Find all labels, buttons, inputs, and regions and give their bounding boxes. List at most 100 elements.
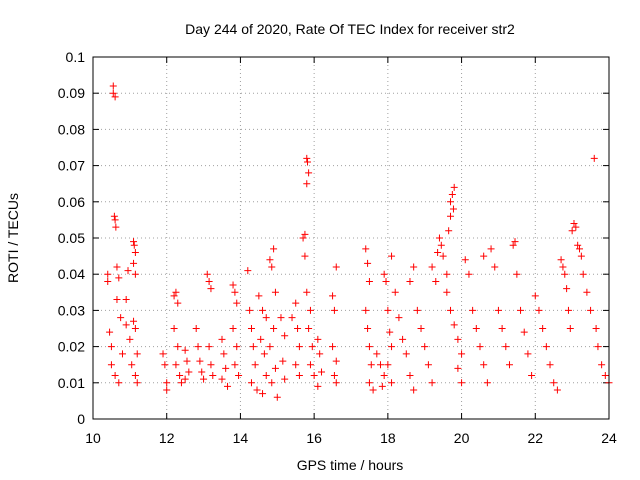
data-point [424,361,432,369]
data-point [130,238,138,246]
data-point [305,325,313,332]
data-point [266,343,274,351]
data-point [218,335,226,343]
data-point [364,325,372,332]
data-point [402,350,410,358]
data-point [207,361,215,369]
data-point [209,372,217,380]
data-point [270,245,278,253]
data-point [126,335,134,343]
data-point [299,234,307,242]
data-point [437,241,445,249]
data-point [192,325,200,332]
data-point [487,245,495,253]
data-point [384,306,392,314]
data-point [111,372,119,380]
data-point [109,82,117,90]
data-point [314,335,322,343]
data-point [231,288,239,296]
data-point [531,292,539,300]
data-point [273,393,281,401]
data-point [306,361,314,369]
data-point [159,350,167,358]
data-point [303,154,311,162]
data-point [170,325,178,332]
data-point [517,306,525,314]
data-point [112,223,120,231]
data-point [469,306,477,314]
data-point [449,205,457,213]
data-point [266,256,274,264]
data-point [244,267,252,275]
data-point [118,350,126,358]
data-point [109,89,117,97]
data-point [458,379,466,387]
data-point [369,386,377,394]
data-point [590,154,598,162]
data-point [434,248,442,256]
data-point [592,325,600,332]
data-point [124,267,132,275]
data-point [406,372,414,380]
data-point [553,386,561,394]
data-point [498,325,506,332]
data-point [450,183,458,191]
data-point [301,252,309,260]
data-point [378,382,386,390]
data-point [583,288,591,296]
data-point [235,372,243,380]
data-point [107,361,115,369]
data-point [520,328,528,336]
data-point [295,372,303,380]
data-point [450,321,458,329]
data-point [563,285,571,293]
data-point [305,169,313,177]
data-point [458,350,466,358]
data-point [561,270,569,278]
data-point [330,372,338,380]
x-tick-label: 20 [454,430,470,446]
data-point [163,386,171,394]
data-point [447,306,455,314]
data-point [130,241,138,249]
data-point [183,357,191,365]
y-tick-label: 0 [77,411,85,427]
y-axis-label: ROTI / TECUs [5,193,21,283]
data-points-layer [104,82,613,401]
data-point [257,335,265,343]
data-point [332,379,340,387]
data-point [198,368,206,376]
y-tick-label: 0.07 [58,158,85,174]
data-point [332,263,340,271]
x-tick-label: 10 [85,430,101,446]
data-point [316,350,324,358]
data-point [432,277,440,285]
data-point [271,288,279,296]
data-point [511,238,519,246]
data-point [382,277,390,285]
data-point [447,212,455,220]
data-point [542,343,550,351]
data-point [174,299,182,307]
x-tick-label: 18 [380,430,396,446]
data-point [329,343,337,351]
data-point [386,328,394,336]
data-point [439,252,447,260]
y-tick-label: 0.01 [58,375,85,391]
data-point [231,361,239,369]
data-point [304,158,312,166]
data-point [428,379,436,387]
data-point [480,252,488,260]
data-point [384,361,392,369]
data-point [122,321,130,329]
data-point [181,346,189,354]
y-tick-label: 0.02 [58,339,85,355]
data-point [364,259,372,267]
data-point [373,350,381,358]
data-point [260,350,268,358]
data-point [491,263,499,271]
x-tick-label: 16 [306,430,322,446]
data-point [107,343,115,351]
data-point [310,372,318,380]
data-point [564,306,572,314]
